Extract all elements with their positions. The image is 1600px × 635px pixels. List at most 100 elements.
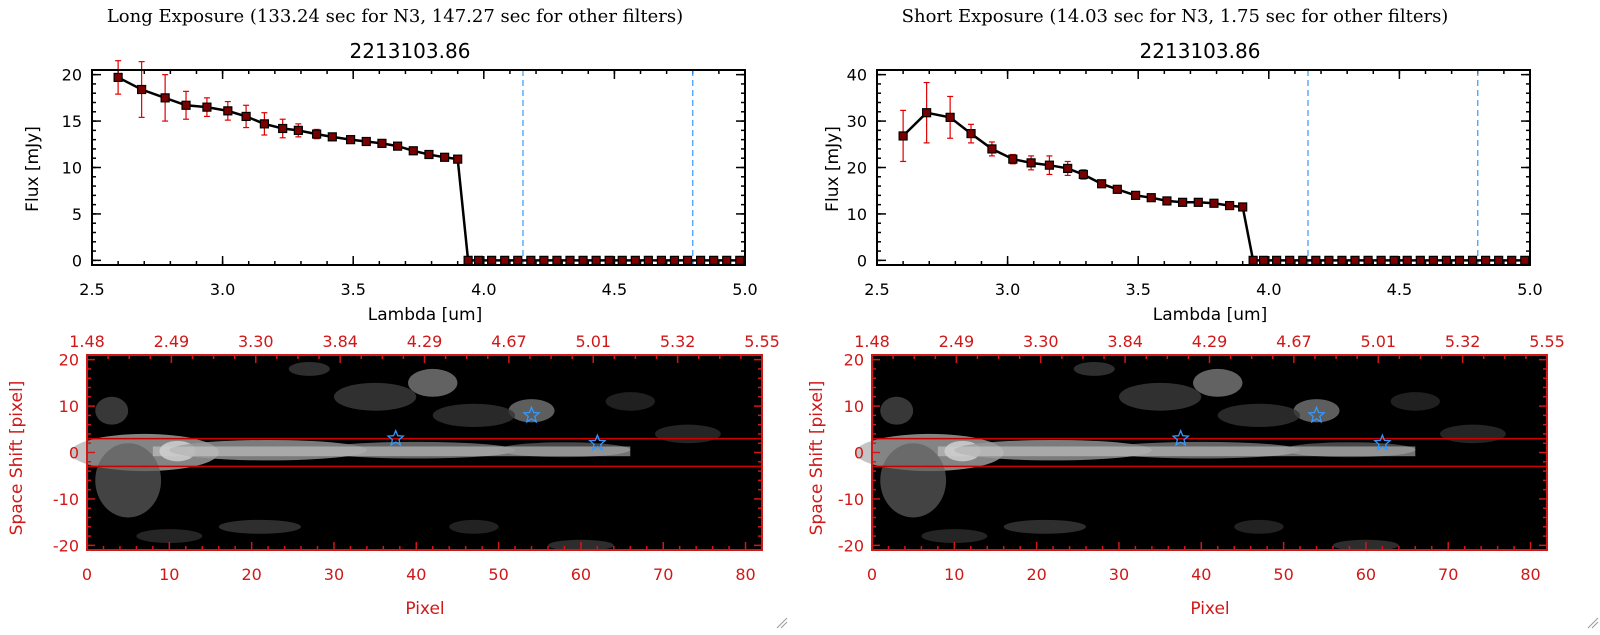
spectrum-data-point xyxy=(137,84,147,95)
spectrum-data-point xyxy=(312,129,322,139)
spectrum-data-point xyxy=(473,255,484,265)
image-intensity-blob xyxy=(218,519,302,534)
spectrum-x-tick-label: 4.0 xyxy=(1256,280,1281,299)
spectrum-data-point xyxy=(1272,255,1282,265)
resize-grip-left[interactable] xyxy=(776,617,788,629)
image-intensity-blob xyxy=(1390,392,1440,411)
spectrum-ylabel-long: Flux [mJy] xyxy=(23,126,43,212)
image-top-tick-label: 5.01 xyxy=(575,332,611,351)
spectrum-data-point xyxy=(1520,255,1530,265)
spectrum-y-tick-label: 20 xyxy=(62,66,82,85)
image-intensity-blob xyxy=(1193,368,1243,397)
spectrum-y-tick-label: 0 xyxy=(857,251,867,270)
star-marker-icon xyxy=(1373,433,1392,452)
image-y-tick-label: 20 xyxy=(59,351,79,370)
image-y-tick-label: -10 xyxy=(838,490,864,509)
spectrum-data-point xyxy=(1389,255,1399,265)
image-top-tick-label: 4.29 xyxy=(407,332,443,351)
spectrum-data-point xyxy=(327,132,337,142)
image-y-tick-label: -20 xyxy=(53,536,79,555)
spectrum-data-point xyxy=(513,255,523,265)
spectrum-xlabel-short: Lambda [um] xyxy=(1153,305,1267,325)
spectrum-data-point xyxy=(735,255,745,265)
spectrum-data-point xyxy=(643,255,653,265)
image-top-tick-label: 4.67 xyxy=(491,332,527,351)
spectrum-data-point xyxy=(113,72,123,83)
spectrum-data-point xyxy=(539,255,549,265)
spectrum-x-tick-label: 3.0 xyxy=(995,280,1020,299)
image-intensity-blob xyxy=(880,443,947,518)
image-y-tick-label: -20 xyxy=(838,536,864,555)
spectrum-data-point xyxy=(987,144,997,154)
spectrum-x-tick-label: 5.0 xyxy=(732,280,757,299)
spectrum-data-point xyxy=(1162,196,1172,206)
spectrum-data-point xyxy=(922,108,932,118)
image-top-tick-label: 5.32 xyxy=(660,332,696,351)
spectrum-data-point xyxy=(1078,169,1088,180)
spectrum-x-tick-label: 4.5 xyxy=(1387,280,1412,299)
spectrum-data-point xyxy=(440,152,450,162)
image-y-tick-label: 10 xyxy=(59,397,79,416)
spectrum-x-tick-label: 3.0 xyxy=(210,280,235,299)
spectrum-x-tick-label: 4.0 xyxy=(471,280,496,299)
image-intensity-blob xyxy=(95,396,129,425)
image-xlabel-short: Pixel xyxy=(1190,599,1229,619)
image-intensity-blob xyxy=(921,529,988,544)
spectrum-y-tick-label: 20 xyxy=(847,159,867,178)
spectrum-data-point xyxy=(1238,202,1248,212)
spectrum-data-point xyxy=(223,106,233,116)
spectrum-data-point xyxy=(604,255,614,265)
image-x-tick-label: 60 xyxy=(1356,565,1376,584)
image-intensity-blob xyxy=(136,529,203,544)
spectrum-y-tick-label: 10 xyxy=(847,205,867,224)
image-top-tick-label: 3.30 xyxy=(1023,332,1059,351)
image-top-tick-label: 2.49 xyxy=(154,332,190,351)
image-intensity-blob xyxy=(1003,519,1087,534)
image-top-tick-label: 2.49 xyxy=(939,332,975,351)
spectrum-ylabel-short: Flux [mJy] xyxy=(823,126,843,212)
image-intensity-blob xyxy=(654,424,721,444)
spectrum-data-point xyxy=(669,255,680,265)
image-x-tick-label: 10 xyxy=(944,565,964,584)
image-x-tick-label: 0 xyxy=(867,565,877,584)
image-intensity-blob xyxy=(333,382,417,411)
image-top-tick-label: 3.30 xyxy=(238,332,274,351)
image-intensity-blob xyxy=(95,443,162,518)
spectrum-data-point xyxy=(293,125,303,135)
image-trace-core xyxy=(937,446,1416,457)
spectrum-data-point xyxy=(1112,184,1122,194)
spectrum-data-point xyxy=(709,255,719,265)
image-top-tick-label: 5.32 xyxy=(1445,332,1481,351)
spectrum-data-point xyxy=(1376,255,1386,265)
image-x-tick-label: 80 xyxy=(1520,565,1540,584)
spectrum-data-point xyxy=(424,149,434,160)
spectrum-data-point xyxy=(617,255,627,265)
spectrum-plot-short: 2.5 3.0 3.5 4.0 4.5 5.0 0 10 20 30 40 xyxy=(847,66,1543,299)
image-top-tick-label: 4.67 xyxy=(1276,332,1312,351)
image-intensity-blob xyxy=(449,519,499,534)
spectrum-data-point xyxy=(565,255,575,265)
spectrum-data-point xyxy=(202,102,212,112)
spectrum-data-point xyxy=(463,255,473,265)
image-intensity-blob xyxy=(288,361,330,376)
spectrum-data-point xyxy=(500,255,510,265)
spectrum-data-point xyxy=(377,138,387,148)
star-marker-icon xyxy=(1171,428,1190,447)
spectrum-data-point xyxy=(630,255,640,265)
image-top-tick-label: 1.48 xyxy=(69,332,105,351)
spectrum-data-point xyxy=(1178,197,1188,207)
spectrum-data-point xyxy=(1402,255,1412,265)
image-trace-core xyxy=(152,446,631,457)
image-top-tick-label: 1.48 xyxy=(854,332,890,351)
spectrum-data-point xyxy=(487,255,497,265)
spectrum-data-point xyxy=(453,154,463,164)
panel-heading-long: Long Exposure (133.24 sec for N3, 147.27… xyxy=(107,6,683,27)
spectrum-x-tick-label: 3.5 xyxy=(1125,280,1150,299)
spectrum-plot-long: 2.5 3.0 3.5 4.0 4.5 5.0 0 5 10 15 20 xyxy=(62,60,758,299)
spectrum-data-point xyxy=(1324,255,1334,265)
image-intensity-blob xyxy=(508,399,555,423)
spectrum-data-point xyxy=(345,135,356,145)
resize-grip-right[interactable] xyxy=(1587,617,1599,629)
image-top-tick-label: 4.29 xyxy=(1192,332,1228,351)
